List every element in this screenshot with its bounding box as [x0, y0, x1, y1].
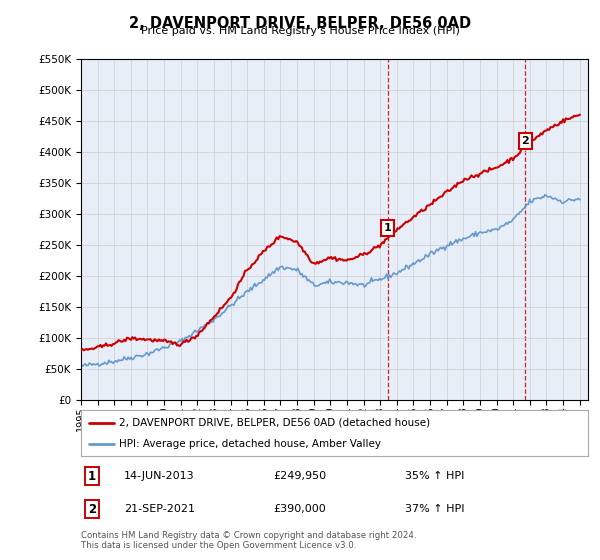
Text: 2: 2 [521, 136, 529, 146]
Text: Price paid vs. HM Land Registry's House Price Index (HPI): Price paid vs. HM Land Registry's House … [140, 26, 460, 36]
Text: 1: 1 [384, 223, 392, 233]
Text: 21-SEP-2021: 21-SEP-2021 [124, 504, 195, 514]
Text: HPI: Average price, detached house, Amber Valley: HPI: Average price, detached house, Ambe… [119, 439, 381, 449]
Text: £249,950: £249,950 [274, 471, 327, 481]
Text: 37% ↑ HPI: 37% ↑ HPI [406, 504, 465, 514]
Text: 2, DAVENPORT DRIVE, BELPER, DE56 0AD: 2, DAVENPORT DRIVE, BELPER, DE56 0AD [129, 16, 471, 31]
Text: 2: 2 [88, 503, 96, 516]
Text: 14-JUN-2013: 14-JUN-2013 [124, 471, 195, 481]
Text: 1: 1 [88, 470, 96, 483]
Text: 2, DAVENPORT DRIVE, BELPER, DE56 0AD (detached house): 2, DAVENPORT DRIVE, BELPER, DE56 0AD (de… [119, 418, 430, 428]
Text: Contains HM Land Registry data © Crown copyright and database right 2024.
This d: Contains HM Land Registry data © Crown c… [81, 531, 416, 550]
Text: 35% ↑ HPI: 35% ↑ HPI [406, 471, 465, 481]
Text: £390,000: £390,000 [274, 504, 326, 514]
